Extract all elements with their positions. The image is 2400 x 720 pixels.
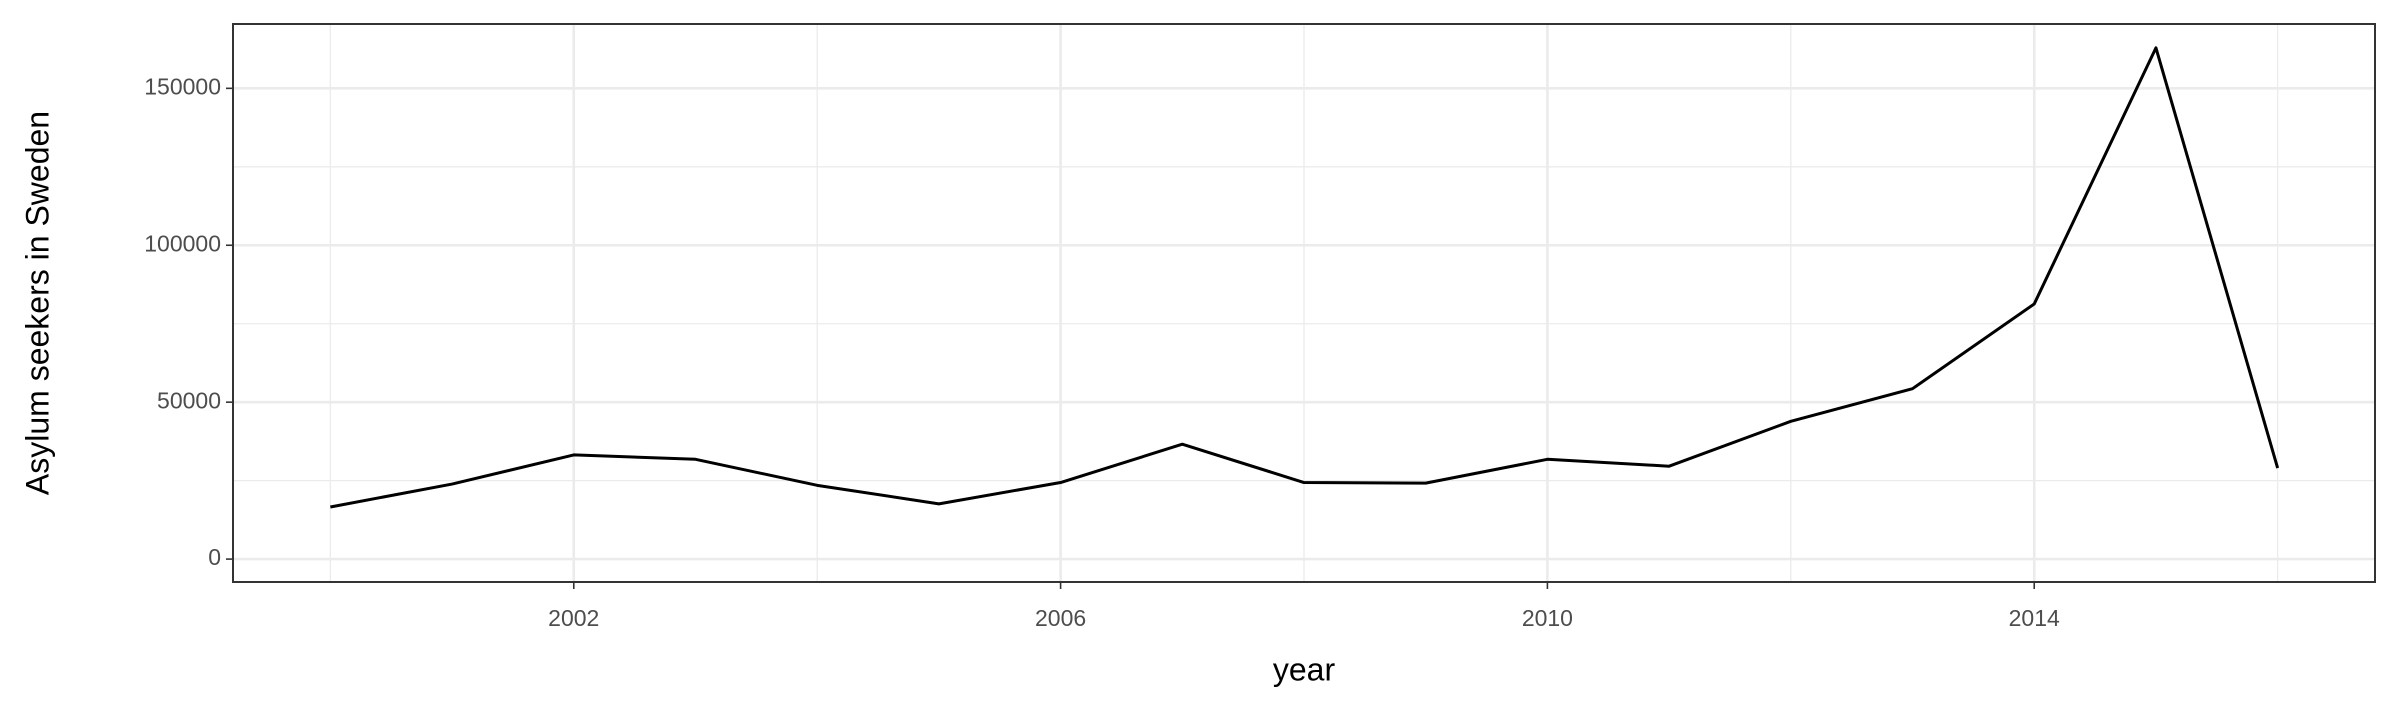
x-tick-label: 2010 — [1522, 605, 1573, 631]
x-tick-label: 2002 — [548, 605, 599, 631]
y-axis-title: Asylum seekers in Sweden — [19, 111, 55, 495]
x-tick-label: 2014 — [2009, 605, 2060, 631]
panel-border — [232, 23, 2376, 583]
y-tick-label: 0 — [208, 544, 221, 570]
line — [330, 46, 2280, 509]
x-axis-title: year — [1273, 651, 1336, 687]
y-tick-label: 100000 — [144, 230, 221, 256]
y-tick-label: 150000 — [144, 73, 221, 99]
x-tick-label: 2006 — [1035, 605, 1086, 631]
y-tick-label: 50000 — [157, 387, 221, 413]
